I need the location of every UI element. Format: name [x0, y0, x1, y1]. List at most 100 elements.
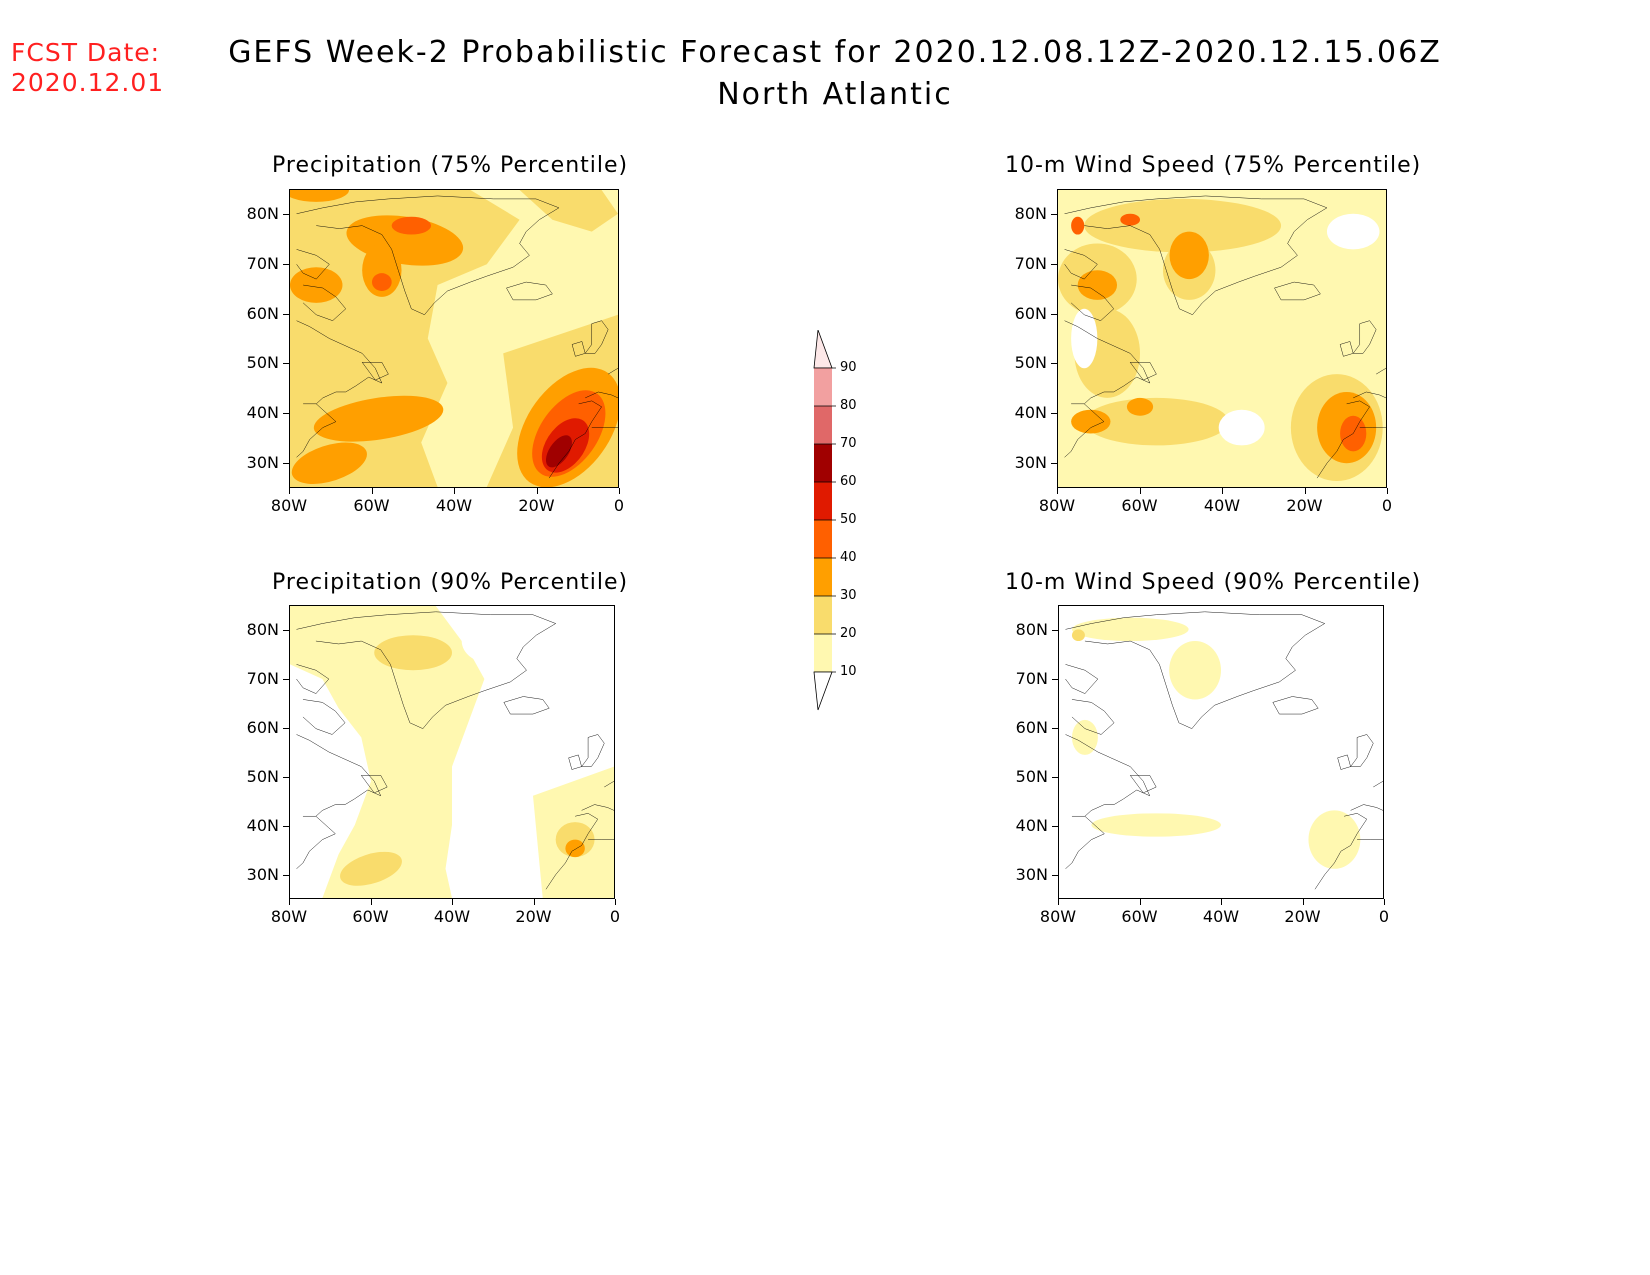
title-line-2: North Atlantic — [717, 77, 953, 112]
lat-tick — [1052, 874, 1058, 876]
lat-tick — [283, 413, 289, 415]
probability-contour — [1218, 409, 1265, 446]
probability-contour — [1071, 617, 1189, 642]
lat-label: 60N — [246, 303, 279, 323]
coastline — [1315, 813, 1367, 889]
lat-label: 30N — [1015, 864, 1048, 884]
probability-contour — [362, 243, 402, 297]
coastline — [546, 813, 598, 889]
lat-tick — [283, 727, 289, 729]
probability-contour — [1169, 641, 1221, 700]
page-title: GEFS Week-2 Probabilistic Forecast for 2… — [195, 32, 1475, 116]
lat-label: 80N — [246, 619, 279, 639]
coastline — [296, 816, 335, 869]
lat-tick — [283, 213, 289, 215]
coastline — [585, 321, 608, 354]
coastline — [1130, 362, 1156, 380]
coastline — [1072, 699, 1114, 734]
colorbar-label: 90 — [840, 360, 857, 375]
lon-tick — [1221, 899, 1222, 905]
map-precip-75 — [289, 189, 619, 488]
probability-contour — [391, 216, 432, 235]
lon-label: 80W — [270, 496, 308, 515]
probability-contour — [1326, 213, 1380, 250]
lon-label: 0 — [1381, 496, 1393, 515]
colorbar-segment — [814, 444, 832, 482]
lon-tick — [1139, 488, 1141, 494]
coastline — [506, 282, 552, 300]
forecast-date: FCST Date: 2020.12.01 — [11, 38, 164, 98]
coastline — [1065, 612, 1324, 729]
panel-title-wind-90: 10-m Wind Speed (90% Percentile) — [1005, 570, 1422, 595]
lat-label: 40N — [246, 403, 279, 423]
coastline — [582, 805, 614, 811]
colorbar — [813, 330, 836, 711]
coastline — [297, 196, 559, 315]
probability-contour — [476, 418, 497, 437]
lat-tick — [283, 263, 289, 265]
coastline — [1065, 404, 1104, 457]
panel-title-precip-75: Precipitation (75% Percentile) — [272, 153, 629, 178]
probability-contour — [1071, 629, 1085, 642]
lon-label: 20W — [1284, 907, 1321, 926]
lat-label: 50N — [246, 766, 279, 786]
probability-contour — [545, 435, 572, 468]
probability-contour — [1126, 397, 1154, 416]
probability-contour — [290, 190, 350, 202]
lat-label: 70N — [246, 253, 279, 273]
lat-label: 50N — [246, 353, 279, 373]
coastline — [1373, 781, 1383, 787]
lon-tick — [1139, 899, 1141, 905]
colorbar-segment — [814, 482, 832, 520]
lat-label: 40N — [1015, 815, 1048, 835]
coastline — [1353, 392, 1386, 398]
lat-tick — [283, 463, 289, 465]
title-line-1: GEFS Week-2 Probabilistic Forecast for 2… — [228, 35, 1442, 70]
map-precip-90 — [289, 605, 615, 899]
probability-contour — [1077, 270, 1118, 300]
lat-label: 60N — [1015, 717, 1048, 737]
colorbar-segment — [814, 558, 832, 596]
lon-label: 40W — [433, 907, 471, 926]
coastline — [1353, 321, 1376, 354]
colorbar-label: 80 — [840, 398, 857, 413]
probability-contour — [1071, 719, 1098, 755]
lon-label: 40W — [435, 496, 473, 515]
coastline — [582, 734, 605, 766]
coastline — [303, 699, 345, 734]
lat-tick — [1052, 727, 1058, 729]
coastline — [572, 341, 585, 356]
colorbar-bottom-arrow — [813, 671, 833, 711]
map-wind-75 — [1057, 189, 1387, 488]
coastline — [1071, 285, 1114, 321]
coastline — [549, 401, 601, 478]
forecast-date-label: FCST Date: — [11, 38, 161, 67]
coastline — [1376, 368, 1386, 374]
lon-tick — [289, 488, 290, 494]
panel-title-precip-90: Precipitation (90% Percentile) — [272, 570, 629, 595]
probability-contour — [1091, 813, 1221, 837]
lon-label: 20W — [515, 907, 552, 926]
forecast-date-value: 2020.12.01 — [11, 68, 165, 97]
lon-tick — [1302, 899, 1304, 905]
lat-label: 80N — [1014, 203, 1047, 223]
probability-contour — [340, 851, 402, 886]
probability-contour — [291, 442, 367, 484]
colorbar-label: 10 — [840, 664, 857, 679]
lon-tick — [1384, 899, 1385, 905]
lat-tick — [1052, 825, 1058, 827]
lon-label: 0 — [613, 496, 625, 515]
probability-contour — [1071, 409, 1111, 434]
lat-tick — [1051, 363, 1057, 365]
lat-tick — [283, 776, 289, 778]
lon-tick — [619, 488, 620, 494]
map-wind-90 — [1058, 605, 1384, 899]
lat-label: 70N — [1014, 253, 1047, 273]
lat-label: 40N — [246, 815, 279, 835]
colorbar-segment — [814, 406, 832, 444]
colorbar-segment — [814, 596, 832, 634]
lat-tick — [283, 313, 289, 315]
lon-label: 80W — [1038, 496, 1076, 515]
colorbar-label: 40 — [840, 550, 857, 565]
coastline — [1130, 775, 1156, 793]
